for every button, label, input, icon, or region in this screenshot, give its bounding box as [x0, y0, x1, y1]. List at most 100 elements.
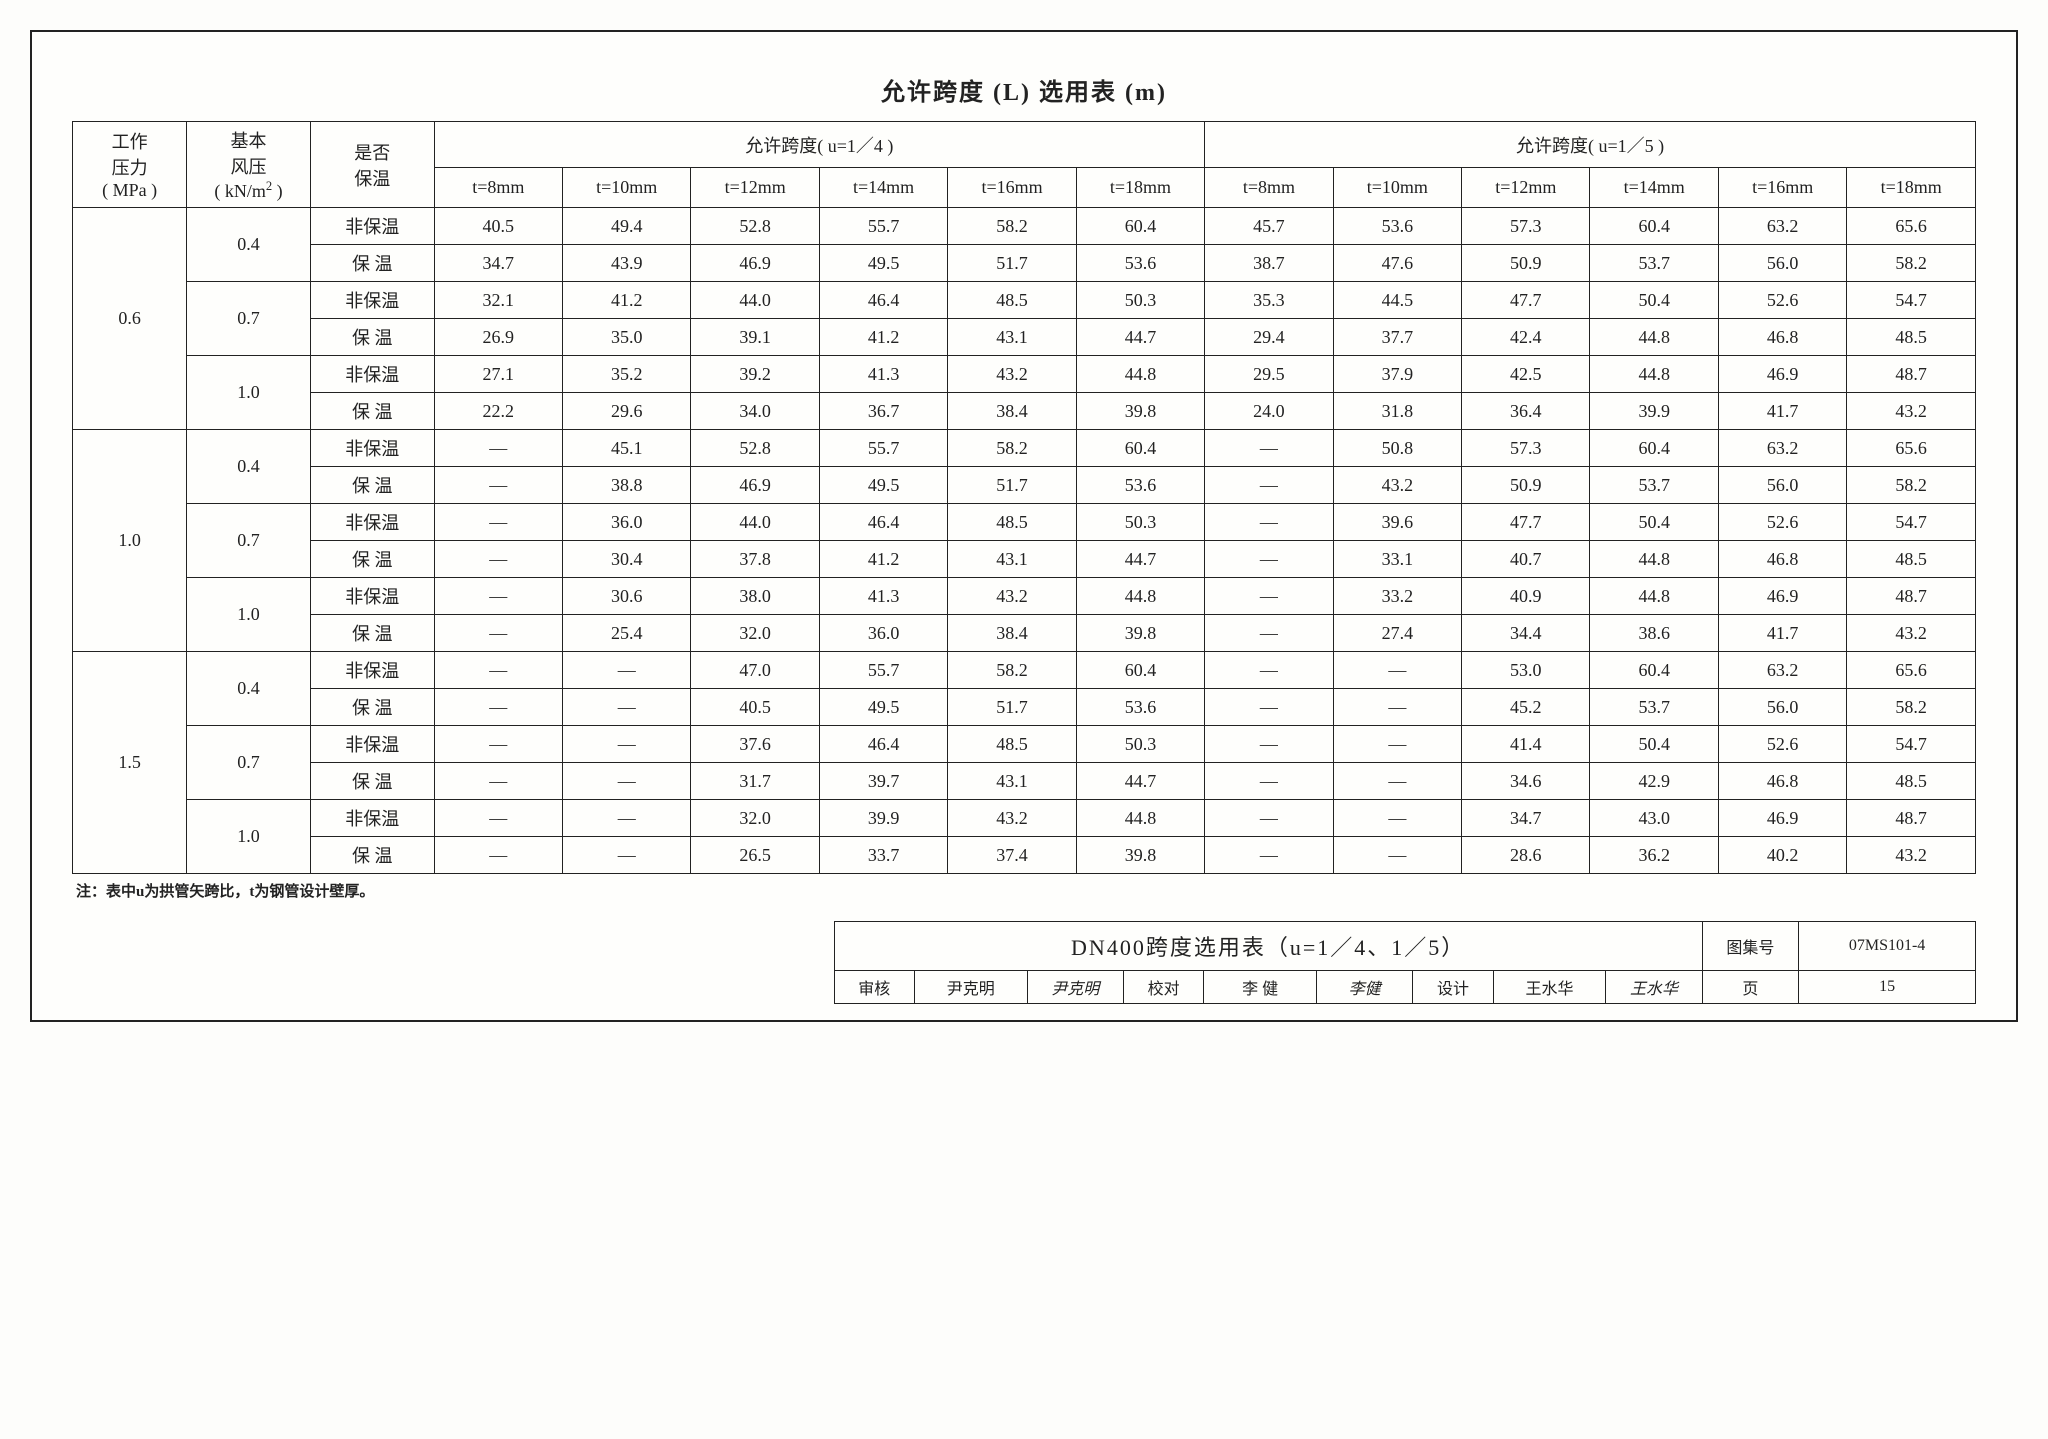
footnote: 注：表中u为拱管矢跨比，t为钢管设计壁厚。 — [76, 880, 1976, 901]
cell-value: 44.8 — [1590, 541, 1718, 578]
cell-value: 50.9 — [1462, 467, 1590, 504]
cell-value: 65.6 — [1847, 430, 1976, 467]
cell-value: 50.8 — [1333, 430, 1461, 467]
cell-value: 44.8 — [1590, 356, 1718, 393]
cell-value: 41.2 — [819, 541, 947, 578]
table-row: 保 温22.229.634.036.738.439.824.031.836.43… — [73, 393, 1976, 430]
table-row: 保 温26.935.039.141.243.144.729.437.742.44… — [73, 319, 1976, 356]
cell-value: 38.4 — [948, 615, 1076, 652]
cell-insul: 非保温 — [310, 652, 434, 689]
cell-value: 46.9 — [1718, 356, 1846, 393]
check-label: 校对 — [1123, 971, 1203, 1004]
cell-value: 44.5 — [1333, 282, 1461, 319]
cell-value: 26.5 — [691, 837, 819, 874]
cell-value: 42.9 — [1590, 763, 1718, 800]
cell-value: 48.5 — [948, 726, 1076, 763]
cell-value: 53.6 — [1076, 689, 1204, 726]
cell-value: — — [1205, 541, 1333, 578]
cell-value: 38.0 — [691, 578, 819, 615]
cell-value: 38.8 — [562, 467, 690, 504]
cell-value: 36.0 — [562, 504, 690, 541]
cell-value: 55.7 — [819, 208, 947, 245]
cell-value: 53.7 — [1590, 689, 1718, 726]
cell-value: 50.3 — [1076, 282, 1204, 319]
cell-value: 49.5 — [819, 245, 947, 282]
cell-wind: 0.7 — [187, 504, 311, 578]
cell-value: — — [1205, 689, 1333, 726]
cell-value: 46.4 — [819, 282, 947, 319]
cell-insul: 保 温 — [310, 467, 434, 504]
cell-value: 29.6 — [562, 393, 690, 430]
table-row: 保 温——26.533.737.439.8——28.636.240.243.2 — [73, 837, 1976, 874]
cell-value: 50.9 — [1462, 245, 1590, 282]
cell-value: 63.2 — [1718, 208, 1846, 245]
cell-value: 38.6 — [1590, 615, 1718, 652]
cell-value: 33.2 — [1333, 578, 1461, 615]
cell-value: 51.7 — [948, 467, 1076, 504]
cell-value: 44.8 — [1076, 800, 1204, 837]
cell-value: — — [1205, 763, 1333, 800]
cell-value: 43.2 — [948, 800, 1076, 837]
cell-insul: 非保温 — [310, 356, 434, 393]
cell-value: 41.3 — [819, 578, 947, 615]
cell-wind: 0.4 — [187, 652, 311, 726]
cell-insul: 保 温 — [310, 245, 434, 282]
cell-value: 27.1 — [434, 356, 562, 393]
cell-insul: 保 温 — [310, 689, 434, 726]
cell-value: — — [1333, 689, 1461, 726]
table-row: 保 温34.743.946.949.551.753.638.747.650.95… — [73, 245, 1976, 282]
cell-value: 41.7 — [1718, 393, 1846, 430]
cell-value: 63.2 — [1718, 652, 1846, 689]
cell-wind: 0.4 — [187, 430, 311, 504]
cell-value: 39.9 — [819, 800, 947, 837]
cell-value: 34.4 — [1462, 615, 1590, 652]
cell-value: 22.2 — [434, 393, 562, 430]
cell-value: 41.2 — [819, 319, 947, 356]
cell-value: 46.9 — [1718, 578, 1846, 615]
cell-value: 55.7 — [819, 652, 947, 689]
cell-value: 44.8 — [1076, 356, 1204, 393]
cell-value: 32.1 — [434, 282, 562, 319]
cell-insul: 非保温 — [310, 504, 434, 541]
cell-value: — — [434, 652, 562, 689]
cell-value: 45.7 — [1205, 208, 1333, 245]
table-row: 保 温—25.432.036.038.439.8—27.434.438.641.… — [73, 615, 1976, 652]
cell-value: 48.7 — [1847, 356, 1976, 393]
cell-value: 46.4 — [819, 504, 947, 541]
hdr-thickness: t=8mm — [1205, 168, 1333, 208]
cell-value: 52.6 — [1718, 282, 1846, 319]
cell-value: 39.2 — [691, 356, 819, 393]
cell-value: — — [434, 578, 562, 615]
cell-value: 51.7 — [948, 689, 1076, 726]
cell-value: 53.0 — [1462, 652, 1590, 689]
cell-value: 39.9 — [1590, 393, 1718, 430]
cell-value: — — [434, 504, 562, 541]
cell-value: 48.5 — [948, 282, 1076, 319]
cell-value: 44.0 — [691, 504, 819, 541]
cell-value: 36.0 — [819, 615, 947, 652]
cell-value: 53.6 — [1333, 208, 1461, 245]
cell-value: 39.8 — [1076, 615, 1204, 652]
cell-value: 41.3 — [819, 356, 947, 393]
cell-value: 47.7 — [1462, 504, 1590, 541]
cell-value: 60.4 — [1590, 208, 1718, 245]
cell-value: 58.2 — [1847, 467, 1976, 504]
cell-value: 39.8 — [1076, 393, 1204, 430]
cell-value: 24.0 — [1205, 393, 1333, 430]
cell-value: 52.8 — [691, 208, 819, 245]
cell-value: — — [562, 652, 690, 689]
cell-value: 43.2 — [1333, 467, 1461, 504]
cell-insul: 保 温 — [310, 837, 434, 874]
table-row: 1.0非保温——32.039.943.244.8——34.743.046.948… — [73, 800, 1976, 837]
cell-value: 46.9 — [691, 245, 819, 282]
cell-value: 30.4 — [562, 541, 690, 578]
cell-value: 45.2 — [1462, 689, 1590, 726]
hdr-wind: 基本风压( kN/m2 ) — [187, 122, 311, 208]
cell-value: — — [1205, 615, 1333, 652]
hdr-u14: 允许跨度( u=1／4 ) — [434, 122, 1205, 168]
cell-value: — — [1205, 800, 1333, 837]
hdr-thickness: t=18mm — [1076, 168, 1204, 208]
cell-value: 65.6 — [1847, 208, 1976, 245]
cell-value: 43.9 — [562, 245, 690, 282]
table-row: 0.7非保温32.141.244.046.448.550.335.344.547… — [73, 282, 1976, 319]
